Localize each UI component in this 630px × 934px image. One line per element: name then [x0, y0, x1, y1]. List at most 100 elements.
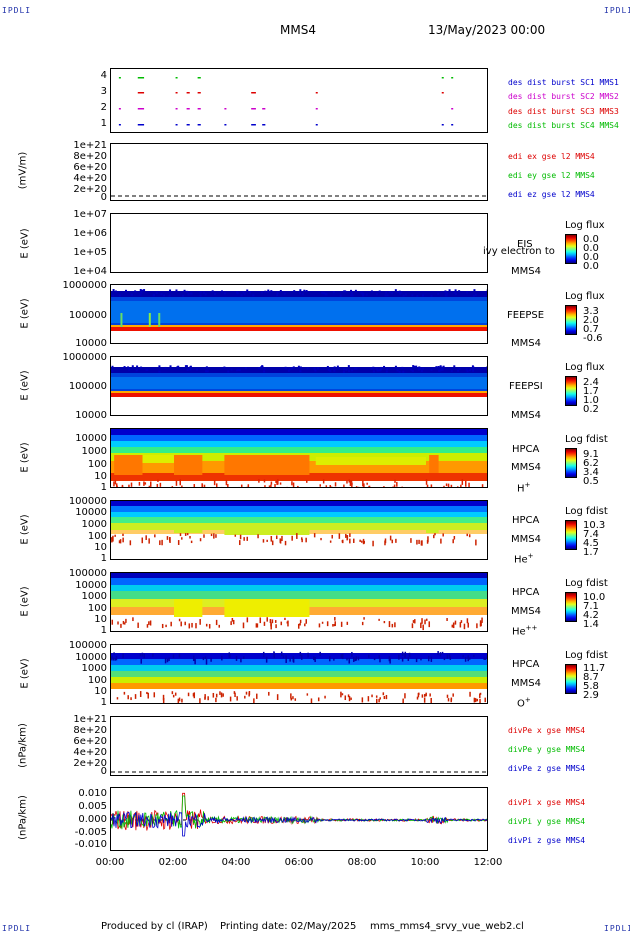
hpca-o-tick: 10: [94, 686, 107, 697]
spectrogram-speck: [348, 657, 350, 664]
divpi-tick: 0.005: [78, 801, 107, 812]
spectrogram-speck: [376, 369, 379, 372]
hpca-o-cbar-title: Log fdist: [565, 650, 608, 661]
spectrogram-speck: [244, 695, 246, 699]
spectrogram-speck: [479, 698, 481, 703]
spectrogram-speck: [336, 365, 339, 368]
spectrogram-speck: [219, 691, 221, 695]
spectrogram-speck: [466, 291, 469, 294]
spectrogram-speck: [398, 654, 400, 660]
spectrogram-speck: [301, 538, 303, 543]
spectrogram-layer: [111, 506, 487, 512]
spectrogram-speck: [123, 366, 126, 369]
spectrogram-speck: [182, 294, 185, 297]
spectrogram-speck: [111, 655, 113, 661]
spectrogram-speck: [447, 698, 450, 702]
spectrogram-speck: [261, 365, 264, 368]
spectrogram-speck: [202, 657, 205, 661]
spectrogram-speck: [152, 294, 155, 297]
spectrogram-speck: [158, 370, 161, 373]
spectrogram-speck: [444, 294, 447, 297]
burst-mark: [175, 92, 178, 94]
spectrogram-speck: [207, 696, 209, 701]
hpca-he-name: HPCA: [512, 515, 540, 526]
footer-printing-date: Printing date: 02/May/2025: [220, 921, 357, 932]
spectrogram-speck: [263, 367, 266, 370]
spectrogram-speck: [183, 289, 186, 292]
spectrogram-speck: [306, 693, 309, 696]
spectrogram-speck: [239, 540, 241, 546]
spectrogram-speck: [273, 652, 276, 659]
hpca-he-tick: 100000: [68, 496, 107, 507]
spectrogram-layer: [111, 653, 487, 659]
spectrogram-speck: [402, 294, 405, 297]
spectrogram-speck: [370, 367, 373, 370]
spectrogram-speck: [416, 294, 419, 297]
spectrogram-speck: [159, 540, 161, 546]
spectrogram-speck: [379, 658, 381, 663]
spectrogram-speck: [235, 655, 238, 661]
spectrogram-speck: [487, 657, 488, 660]
spectrogram-speck: [378, 655, 380, 659]
spectrogram-speck: [162, 694, 165, 701]
spectrogram-speck: [240, 484, 243, 487]
spectrogram-speck: [162, 698, 165, 703]
spectrogram-speck: [389, 657, 391, 664]
spectrogram-layer: [111, 481, 487, 487]
spectrogram-layer: [111, 429, 487, 435]
spectrogram-speck: [186, 533, 189, 536]
spectrogram-speck: [361, 540, 363, 543]
spectrogram-speck: [453, 291, 456, 294]
spectrogram-speck: [181, 537, 183, 540]
spectrogram-speck: [189, 368, 192, 371]
spectrogram-speck: [286, 486, 288, 487]
spectrogram-speck: [229, 653, 231, 658]
spectrogram-speck: [177, 698, 180, 703]
spectrogram-speck: [384, 294, 387, 297]
spectrogram-speck: [393, 484, 396, 487]
spectrogram-speck: [290, 697, 293, 701]
spectrogram-speck: [479, 620, 482, 625]
spectrogram-speck: [474, 293, 477, 296]
spectrogram-speck: [462, 655, 464, 658]
feepsi-colorbar: [565, 376, 577, 406]
spectrogram-speck: [430, 294, 433, 297]
spectrogram-speck: [115, 483, 118, 487]
spectrogram-speck: [199, 294, 202, 297]
spectrogram-speck: [292, 482, 295, 487]
spectrogram-speck: [232, 619, 235, 625]
spectrogram-speck: [199, 619, 201, 625]
spectrogram-speck: [467, 655, 469, 662]
spectrogram-speck: [362, 294, 365, 297]
spectrogram-speck: [450, 697, 453, 701]
spectrogram-speck: [270, 623, 272, 630]
burst-mark: [251, 124, 256, 126]
spectrogram-speck: [121, 485, 124, 487]
spectrogram-speck: [385, 291, 388, 294]
hpca-h-name: HPCA: [512, 444, 540, 455]
spectrogram-speck: [174, 692, 177, 696]
spectrogram-speck: [141, 537, 144, 544]
divpi-ylabel: (nPa/km): [17, 795, 29, 840]
spectrogram-speck: [125, 618, 127, 623]
burst-mark: [451, 108, 454, 110]
spectrogram-speck: [218, 624, 221, 628]
hpca-h-tick: 10: [94, 471, 107, 482]
hpca-he-sc: MMS4: [511, 534, 541, 545]
spectrogram-speck: [340, 654, 343, 659]
spectrogram-speck: [111, 538, 113, 543]
spectrogram-speck: [378, 698, 380, 703]
spectrogram-speck: [334, 621, 336, 627]
spectrogram-speck: [350, 294, 353, 297]
spectrogram-speck: [242, 291, 245, 294]
spectrogram-speck: [384, 540, 386, 546]
spectrogram-speck: [468, 534, 471, 538]
hpca-hepp-ion: He++: [512, 624, 538, 638]
spectrogram-speck: [195, 623, 197, 629]
hpca-h-ion: H+: [517, 481, 531, 495]
spectrogram-edge: [111, 291, 487, 297]
spectrogram-speck: [439, 369, 442, 372]
spectrogram-speck: [120, 623, 122, 628]
spectrogram-speck: [116, 697, 119, 700]
spectrogram-speck: [476, 698, 478, 702]
